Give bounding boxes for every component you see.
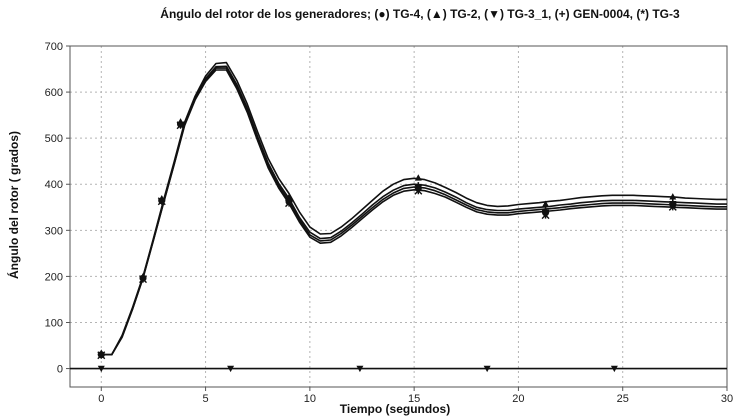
x-tick-label: 0 xyxy=(98,393,104,405)
plot-frame xyxy=(69,45,728,388)
marker-tg-4 xyxy=(97,351,105,359)
y-tick-label: 200 xyxy=(45,271,63,283)
marker-tg-4 xyxy=(158,197,166,205)
y-tick-label: 0 xyxy=(57,364,63,376)
marker-tg-2 xyxy=(669,193,677,200)
marker-tg-3-1 xyxy=(97,365,105,373)
marker-tg-3-1 xyxy=(610,365,618,373)
marker-tg-3-1 xyxy=(356,365,364,373)
x-tick-label: 5 xyxy=(203,393,209,405)
marker-tg-3-1 xyxy=(483,365,491,373)
series-line-gen-0004 xyxy=(101,65,727,356)
marker-tg-4 xyxy=(542,209,550,217)
y-tick-label: 300 xyxy=(45,225,63,237)
grid xyxy=(70,45,728,387)
y-tick-label: 100 xyxy=(45,317,63,329)
marker-tg-3-1 xyxy=(227,365,235,373)
marker-tg-2 xyxy=(414,174,422,181)
marker-tg-4 xyxy=(669,201,677,209)
x-tick-label: 25 xyxy=(617,393,629,405)
x-axis-title: Tiempo (segundos) xyxy=(340,402,450,416)
marker-tg-4 xyxy=(139,274,147,282)
marker-tg-4 xyxy=(414,184,422,192)
y-tick-label: 700 xyxy=(45,41,63,53)
marker-tg-2 xyxy=(285,193,293,200)
y-axis-title: Ángulo del rotor ( grados) xyxy=(6,131,21,279)
series-line-tg-4 xyxy=(101,67,727,356)
x-tick-label: 20 xyxy=(512,393,524,405)
y-tick-label: 400 xyxy=(45,179,63,191)
x-tick-label: 10 xyxy=(304,393,316,405)
x-tick-label: 30 xyxy=(721,393,733,405)
y-tick-label: 600 xyxy=(45,87,63,99)
marker-tg-4 xyxy=(177,120,185,128)
series-line-tg-2 xyxy=(101,61,727,356)
x-tick-label: 15 xyxy=(408,393,420,405)
chart-title: Ángulo del rotor de los generadores; (●)… xyxy=(160,6,680,21)
series-markers xyxy=(97,118,677,373)
y-tick-label: 500 xyxy=(45,133,63,145)
series-lines xyxy=(70,61,727,370)
marker-tg-4 xyxy=(285,198,293,206)
marker-tg-2 xyxy=(542,200,550,207)
